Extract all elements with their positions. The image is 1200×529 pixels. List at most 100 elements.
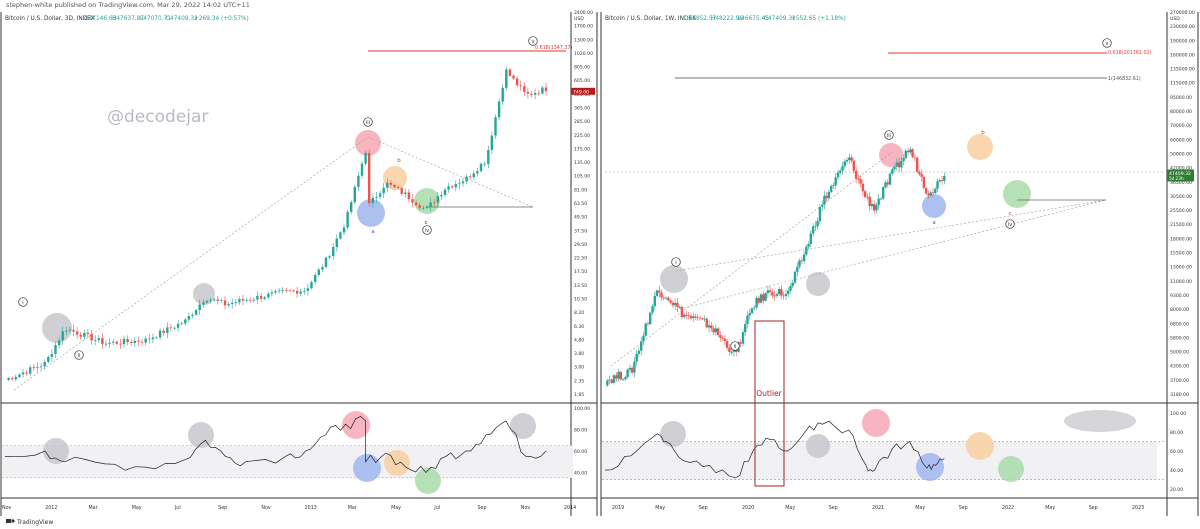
price-axis-tick: 4300.00 bbox=[1170, 364, 1189, 370]
right-chart-layer: 270000.00 230000.00 190000.00 160000.00 1350… bbox=[602, 10, 1195, 511]
candle-body bbox=[671, 302, 675, 306]
rsi-axis-tick: 20.00 bbox=[1170, 487, 1183, 493]
candle-body bbox=[721, 337, 724, 339]
price-axis-tick: 3.00 bbox=[574, 365, 584, 371]
candle-body bbox=[371, 197, 375, 204]
rsi-axis-tick: 80.00 bbox=[1170, 430, 1183, 436]
candle-body bbox=[741, 332, 745, 344]
price-axis-tick: 8000.00 bbox=[1170, 307, 1189, 313]
candle-body bbox=[703, 318, 706, 320]
price-axis-tick: 2400.00 bbox=[574, 10, 593, 16]
candle-body bbox=[501, 87, 504, 102]
candle-body bbox=[108, 342, 111, 344]
candle-body bbox=[533, 93, 537, 95]
candle-body bbox=[725, 341, 729, 348]
candle-body bbox=[162, 330, 165, 333]
candle-body bbox=[346, 211, 349, 228]
candle-body bbox=[198, 304, 201, 311]
candle-body bbox=[728, 347, 731, 352]
price-axis-tick: 175.00 bbox=[574, 146, 590, 152]
candle-body bbox=[683, 314, 686, 318]
price-axis-tick: 805.00 bbox=[574, 65, 590, 71]
candle-body bbox=[773, 295, 776, 297]
candle-body bbox=[270, 292, 274, 294]
rsi-line bbox=[604, 420, 945, 479]
candle-body bbox=[461, 181, 465, 184]
wave-i-highlight bbox=[42, 313, 72, 343]
candle-body bbox=[32, 367, 36, 369]
wave-iv-small-highlight bbox=[193, 283, 215, 305]
time-axis-tick: 2012 bbox=[45, 505, 57, 511]
candle-body bbox=[922, 176, 926, 188]
candle-body bbox=[879, 198, 883, 200]
rsi-ii-sub-highlight bbox=[806, 434, 830, 458]
fib-extension-label: 1(146832.61) bbox=[1108, 76, 1141, 82]
candle-body bbox=[877, 198, 880, 205]
time-axis-tick: Sep bbox=[478, 505, 487, 511]
candle-body bbox=[252, 299, 255, 301]
candle-body bbox=[673, 302, 677, 306]
time-axis-tick: May bbox=[132, 505, 142, 511]
price-axis-tick: 135.00 bbox=[574, 160, 590, 166]
price-axis-tick: 105.00 bbox=[574, 174, 590, 180]
last-price-countdown: 5d 23h bbox=[1169, 176, 1184, 181]
triangle-upper-line bbox=[367, 136, 534, 208]
right-ohlc: O46852.57 H48222.96 L46675.45 C47409.32 … bbox=[684, 16, 846, 22]
candle-body bbox=[97, 338, 100, 340]
candle-body bbox=[621, 379, 625, 381]
candle-body bbox=[619, 371, 622, 380]
price-axis-tick: 95000.00 bbox=[1170, 95, 1192, 101]
candle-body bbox=[886, 182, 889, 185]
wave-label-iii-circle bbox=[884, 130, 894, 140]
time-axis-tick: May bbox=[391, 505, 401, 511]
wave-label-iv-circle bbox=[1005, 219, 1015, 229]
candle-body bbox=[342, 227, 346, 233]
time-axis-tick: Mar bbox=[348, 505, 357, 511]
left-chart-layer: 2400.00 1700.00 1300.00 1020.00 805.00 605.00… bbox=[2, 10, 595, 511]
price-axis-tick: 190000.00 bbox=[1170, 38, 1195, 44]
candle-body bbox=[277, 290, 281, 292]
candle-body bbox=[364, 152, 367, 164]
candle-body bbox=[676, 302, 679, 307]
candle-body bbox=[75, 331, 79, 335]
candle-body bbox=[685, 314, 688, 316]
candle-body bbox=[897, 162, 901, 168]
candle-body bbox=[36, 367, 39, 368]
candle-body bbox=[68, 329, 72, 331]
candle-body bbox=[936, 181, 939, 189]
candle-body bbox=[418, 205, 421, 209]
right-ohlc-high: H48222.96 bbox=[711, 16, 743, 22]
price-axis-tick: 1020.00 bbox=[574, 51, 593, 57]
price-axis-tick: 1700.00 bbox=[574, 24, 593, 30]
candle-body bbox=[798, 260, 801, 267]
candle-body bbox=[133, 340, 136, 343]
candle-body bbox=[900, 161, 903, 168]
right-ohlc-low: L46675.45 bbox=[738, 16, 769, 22]
time-axis-tick: 2021 bbox=[872, 505, 884, 511]
candle-body bbox=[626, 369, 629, 378]
left-chart-panel: Bitcoin / U.S. Dollar, 3D, INDEX O47146.… bbox=[0, 12, 598, 516]
candle-body bbox=[845, 160, 849, 162]
wave-label-v: v bbox=[532, 39, 535, 45]
candle-body bbox=[530, 93, 533, 95]
time-axis-tick: Sep bbox=[959, 505, 968, 511]
wave-a-highlight bbox=[357, 199, 385, 227]
candle-body bbox=[281, 290, 284, 291]
wave-label-iv-circle bbox=[422, 225, 432, 235]
candle-body bbox=[519, 85, 522, 87]
candle-body bbox=[187, 316, 191, 320]
candle-body bbox=[447, 186, 450, 190]
price-axis-tick: 270000.00 bbox=[1170, 10, 1195, 16]
candle-body bbox=[50, 354, 54, 357]
candle-body bbox=[104, 343, 108, 345]
candle-body bbox=[166, 327, 169, 333]
price-axis-tick: 22.50 bbox=[574, 256, 587, 262]
price-axis-tick: 2.35 bbox=[574, 378, 584, 384]
candle-body bbox=[687, 315, 690, 316]
rsi-c-highlight bbox=[415, 468, 441, 494]
candle-body bbox=[757, 297, 760, 303]
candle-body bbox=[723, 338, 727, 342]
candle-body bbox=[904, 150, 907, 159]
projection-ellipse bbox=[1064, 410, 1136, 432]
